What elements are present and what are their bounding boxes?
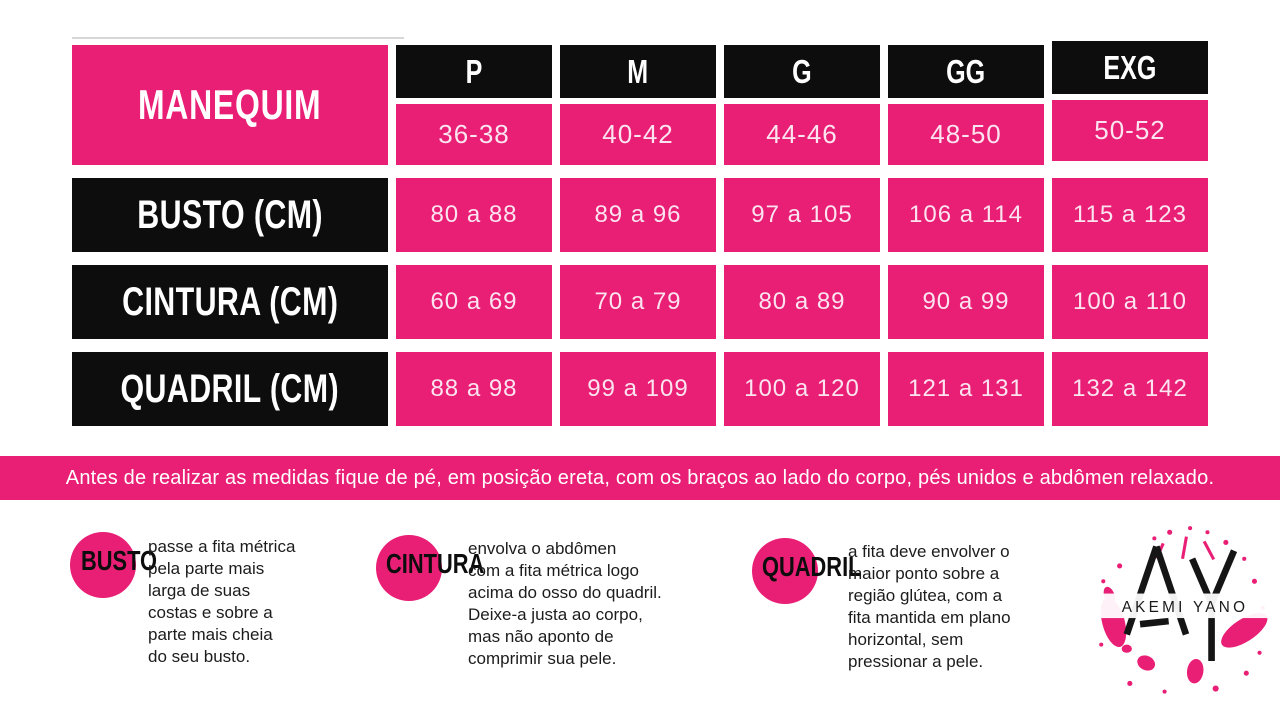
cell-cintura-exg: 100 a 110 [1052, 265, 1208, 339]
range-box-gg: 48-50 [888, 104, 1044, 165]
range-label: 50-52 [1094, 115, 1166, 145]
size-table: MANEQUIM P 36-38 M 40-42 G 44-46 [72, 41, 1208, 426]
cell-quadril-exg: 132 a 142 [1052, 352, 1208, 426]
cell-quadril-g: 100 a 120 [724, 352, 880, 426]
range-box-g: 44-46 [724, 104, 880, 165]
cell-busto-gg: 106 a 114 [888, 178, 1044, 252]
divider-line [72, 37, 404, 39]
cintura-description: envolva o abdômen com a fita métrica log… [468, 539, 662, 668]
brand-name: AKEMI YANO [1122, 599, 1249, 616]
column-header-g: G 44-46 [724, 45, 880, 165]
busto-label: BUSTO [81, 545, 158, 576]
size-box-p: P [396, 45, 552, 98]
column-header-m: M 40-42 [560, 45, 716, 165]
cintura-label: CINTURA [386, 548, 485, 579]
cell-cintura-p: 60 a 69 [396, 265, 552, 339]
size-box-g: G [724, 45, 880, 98]
quadril-label: QUADRIL [762, 551, 862, 582]
cell-busto-g: 97 a 105 [724, 178, 880, 252]
cell-quadril-gg: 121 a 131 [888, 352, 1044, 426]
range-box-m: 40-42 [560, 104, 716, 165]
range-label: 36-38 [438, 119, 510, 149]
row-label-quadril: QUADRIL (CM) [72, 352, 388, 426]
cell-cintura-g: 80 a 89 [724, 265, 880, 339]
size-label: G [792, 52, 812, 90]
busto-dot [70, 532, 136, 598]
size-label: GG [946, 52, 986, 90]
cintura-dot [376, 535, 442, 601]
cell-busto-p: 80 a 88 [396, 178, 552, 252]
size-label: EXG [1103, 48, 1157, 86]
cell-quadril-m: 99 a 109 [560, 352, 716, 426]
row-label-busto: BUSTO (CM) [72, 178, 388, 252]
size-label: M [627, 52, 649, 90]
range-box-p: 36-38 [396, 104, 552, 165]
cell-cintura-m: 70 a 79 [560, 265, 716, 339]
measurement-instructions-banner: Antes de realizar as medidas fique de pé… [0, 456, 1280, 500]
brand-text-band [1099, 593, 1271, 619]
quadril-dot [752, 538, 818, 604]
range-label: 48-50 [930, 119, 1002, 149]
column-header-gg: GG 48-50 [888, 45, 1044, 165]
range-label: 40-42 [602, 119, 674, 149]
corner-label: MANEQUIM [138, 81, 322, 128]
column-header-p: P 36-38 [396, 45, 552, 165]
column-header-exg: EXG 50-52 [1052, 41, 1208, 161]
size-box-exg: EXG [1052, 41, 1208, 94]
cell-busto-exg: 115 a 123 [1052, 178, 1208, 252]
cell-busto-m: 89 a 96 [560, 178, 716, 252]
cell-quadril-p: 88 a 98 [396, 352, 552, 426]
akemi-yano-logo: AKEMI YANO [1099, 526, 1271, 694]
range-box-exg: 50-52 [1052, 100, 1208, 161]
range-label: 44-46 [766, 119, 838, 149]
busto-description: passe a fita métrica pela parte mais lar… [148, 537, 296, 666]
row-label-cintura: CINTURA (CM) [72, 265, 388, 339]
banner-text: Antes de realizar as medidas fique de pé… [65, 466, 1215, 489]
size-box-m: M [560, 45, 716, 98]
size-box-gg: GG [888, 45, 1044, 98]
quadril-description: a fita deve envolver o maior ponto sobre… [848, 542, 1011, 671]
cell-cintura-gg: 90 a 99 [888, 265, 1044, 339]
size-label: P [465, 52, 483, 90]
table-corner-manequim: MANEQUIM [72, 45, 388, 165]
